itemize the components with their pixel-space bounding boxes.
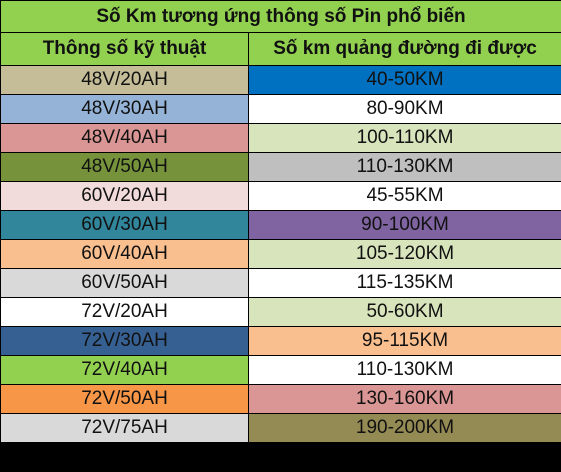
spec-cell: 48V/30AH [0,94,249,124]
table-row: 72V/40AH 110-130KM [0,355,561,385]
km-cell: 95-115KM [247,326,561,356]
header-row: Thông số kỹ thuật Số km quảng đường đi đ… [0,32,561,66]
spec-cell: 60V/40AH [0,239,249,269]
km-cell: 40-50KM [247,65,561,95]
table-row: 72V/30AH 95-115KM [0,326,561,356]
header-km: Số km quảng đường đi được [247,32,561,66]
spec-cell: 60V/50AH [0,268,249,298]
table-row: 48V/50AH 110-130KM [0,152,561,182]
km-cell: 110-130KM [247,152,561,182]
table-row: 48V/40AH 100-110KM [0,123,561,153]
header-spec: Thông số kỹ thuật [0,32,249,66]
table-body: Số Km tương ứng thông số Pin phổ biến Th… [0,0,561,443]
table-row: 60V/20AH 45-55KM [0,181,561,211]
spec-cell: 72V/75AH [0,413,249,443]
spec-cell: 72V/50AH [0,384,249,414]
spec-cell: 60V/20AH [0,181,249,211]
title-row: Số Km tương ứng thông số Pin phổ biến [0,0,561,33]
table-row: 48V/30AH 80-90KM [0,94,561,124]
spec-cell: 72V/20AH [0,297,249,327]
table-row: 60V/40AH 105-120KM [0,239,561,269]
km-cell: 45-55KM [247,181,561,211]
battery-range-table: Số Km tương ứng thông số Pin phổ biến Th… [0,0,561,443]
km-cell: 115-135KM [247,268,561,298]
table-row: 72V/50AH 130-160KM [0,384,561,414]
table-row: 60V/30AH 90-100KM [0,210,561,240]
table-row: 60V/50AH 115-135KM [0,268,561,298]
km-cell: 190-200KM [247,413,561,443]
km-cell: 105-120KM [247,239,561,269]
km-cell: 80-90KM [247,94,561,124]
km-cell: 100-110KM [247,123,561,153]
spec-cell: 48V/20AH [0,65,249,95]
km-cell: 110-130KM [247,355,561,385]
spec-cell: 48V/50AH [0,152,249,182]
spec-cell: 72V/40AH [0,355,249,385]
table-row: 48V/20AH 40-50KM [0,65,561,95]
km-cell: 130-160KM [247,384,561,414]
table-title: Số Km tương ứng thông số Pin phổ biến [0,0,561,33]
spec-cell: 48V/40AH [0,123,249,153]
table-row: 72V/20AH 50-60KM [0,297,561,327]
km-cell: 50-60KM [247,297,561,327]
table-row: 72V/75AH 190-200KM [0,413,561,443]
spec-cell: 60V/30AH [0,210,249,240]
km-cell: 90-100KM [247,210,561,240]
spec-cell: 72V/30AH [0,326,249,356]
